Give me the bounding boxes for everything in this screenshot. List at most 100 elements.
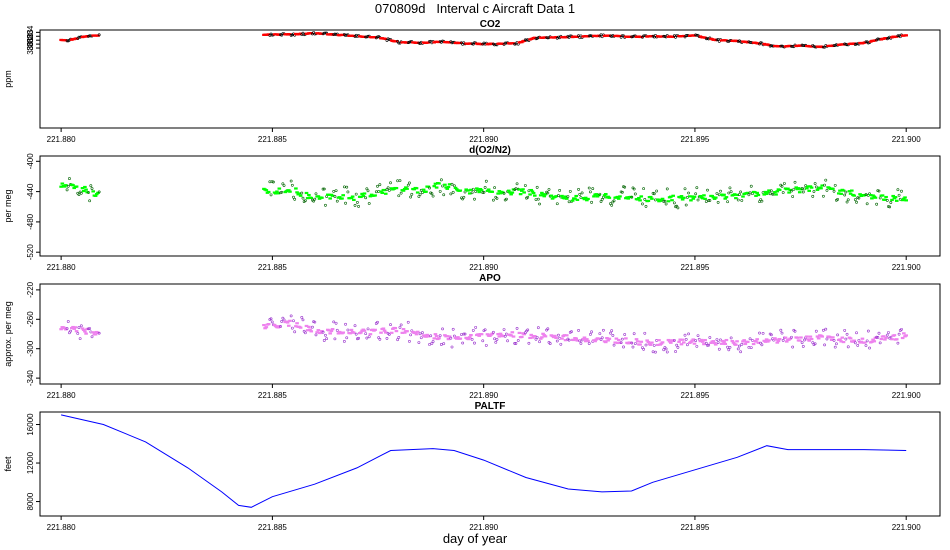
panel-2-data-point — [540, 336, 544, 339]
panel-2-data-point — [755, 338, 759, 341]
panel-2-data-point — [572, 338, 576, 342]
panel-1-data-point — [769, 189, 773, 193]
panel-2-data-point — [748, 337, 752, 341]
panel-1-data-point — [716, 201, 720, 204]
panel-1-data-point — [65, 188, 69, 192]
panel-1-data-point — [762, 193, 767, 196]
panel-1-data-point — [848, 192, 853, 195]
panel-0-data-point — [383, 37, 388, 41]
panel-2-data-point — [62, 327, 67, 330]
panel-2-data-point — [728, 345, 732, 349]
panel-1-data-point — [523, 184, 527, 187]
panel-2-data-point — [675, 343, 679, 347]
panel-2-data-point — [451, 327, 455, 331]
panel-1-data-point — [518, 193, 523, 196]
panel-1-data-point — [409, 195, 413, 199]
panel-1-data-point — [763, 190, 768, 194]
panel-1-data-point — [791, 195, 795, 198]
panel-1-data-point — [84, 188, 88, 191]
panel-1-data-point — [96, 191, 100, 194]
panel-2-data-point — [766, 340, 770, 343]
panel-1-data-point — [712, 197, 717, 200]
panel-1-data-point — [359, 195, 363, 199]
panel-1-data-point — [813, 182, 817, 185]
panel-2-data-point — [877, 331, 881, 335]
panel-2-data-point — [808, 335, 813, 338]
panel-1-data-point — [434, 186, 439, 189]
panel-0-data-point — [428, 39, 431, 43]
panel-1-data-point — [858, 193, 862, 196]
panel-1-data-point — [691, 197, 696, 200]
panel-1-data-point — [620, 190, 624, 194]
panel-1-data-point — [408, 181, 411, 185]
panel-0-ylabel: ppm — [3, 70, 13, 88]
panel-2-data-point — [734, 343, 738, 346]
panel-1-data-point — [89, 184, 93, 188]
panel-2-data-point — [509, 334, 513, 337]
panel-1-data-point — [891, 194, 895, 198]
panel-2-data-point — [305, 329, 310, 332]
panel-1-data-point — [724, 196, 729, 199]
panel-2-data-point — [476, 333, 480, 336]
panel-2-data-point — [612, 343, 616, 347]
panel-1-data-point — [438, 189, 442, 193]
panel-1-data-point — [700, 197, 705, 200]
panel-2-data-point — [490, 332, 495, 335]
panel-2-data-point — [650, 341, 654, 344]
panel-2-data-point — [596, 337, 601, 340]
panel-1-data-point — [289, 179, 293, 183]
panel-1-data-point — [836, 192, 841, 195]
panel-1-data-point — [412, 188, 416, 191]
panel-1-data-point — [344, 201, 347, 205]
panel-2-data-point — [485, 333, 490, 336]
panel-2-data-point — [470, 338, 474, 341]
panel-1-title: d(O2/N2) — [469, 145, 511, 156]
panel-1-data-point — [567, 200, 571, 204]
panel-2-data-point — [687, 332, 690, 336]
panel-2-data-point — [790, 335, 793, 339]
panel-1-data-point — [570, 199, 575, 202]
panel-1-data-point — [546, 191, 550, 195]
panel-0-data-point — [575, 35, 580, 38]
panel-2-data-point — [829, 338, 834, 342]
panel-2-data-point — [467, 336, 472, 339]
panel-2-data-point — [538, 337, 543, 340]
panel-1-data-point — [535, 185, 539, 189]
panel-2-data-point — [624, 337, 628, 340]
panel-1-data-point — [591, 187, 595, 191]
panel-1-data-point — [782, 182, 786, 185]
panel-2-data-point — [526, 328, 530, 332]
panel-2-data-point — [425, 333, 429, 337]
panel-1-data-point — [417, 195, 421, 198]
panel-2-data-point — [348, 332, 353, 335]
panel-1-data-point — [711, 196, 716, 199]
panel-1-data-point — [286, 189, 291, 192]
panel-2-data-point — [533, 334, 537, 338]
panel-1-data-point — [496, 192, 500, 195]
panel-2-data-point — [657, 339, 661, 342]
panel-2-data-point — [902, 332, 906, 335]
panel-2-data-point — [431, 340, 435, 343]
panel-2-data-point — [385, 337, 389, 340]
panel-2-data-point — [402, 331, 407, 334]
panel-1-data-point — [626, 197, 631, 200]
panel-1-data-point — [692, 195, 697, 198]
panel-1-data-point — [820, 184, 825, 187]
panel-1-data-point — [389, 181, 392, 185]
panel-2-data-point — [442, 342, 446, 346]
panel-2-data-point — [805, 335, 809, 338]
panel-1-data-point — [424, 190, 428, 193]
panel-1-data-point — [773, 191, 777, 194]
panel-2-data-point — [519, 335, 524, 339]
panel-1-data-point — [382, 188, 387, 192]
panel-0-data-point — [534, 37, 538, 41]
panel-2-data-point — [564, 334, 569, 337]
panel-1-data-point — [366, 189, 370, 193]
panel-2-data-point — [822, 328, 825, 332]
panel-2-data-point — [502, 328, 506, 331]
panel-1-data-point — [446, 185, 451, 189]
panel-2-data-point — [680, 338, 685, 341]
panel-2-data-point — [638, 343, 642, 346]
panel-1-data-point — [574, 194, 578, 198]
panel-0-data-point — [759, 41, 763, 45]
